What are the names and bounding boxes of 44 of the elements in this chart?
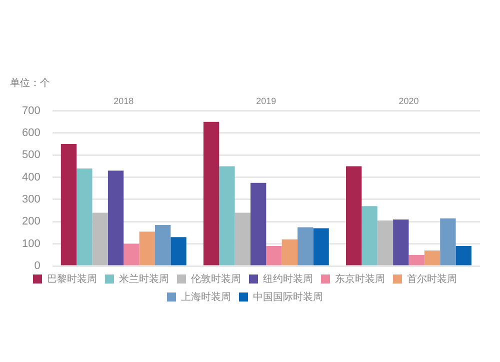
- bar: [139, 232, 155, 266]
- bar: [266, 246, 282, 266]
- legend-label: 上海时装周: [181, 290, 231, 303]
- y-tick-label: 500: [22, 149, 40, 162]
- bar: [346, 166, 362, 266]
- x-tick-label: 2019: [256, 96, 276, 106]
- bar: [440, 218, 456, 266]
- bar: [456, 246, 472, 266]
- bar: [424, 250, 440, 266]
- bar: [170, 237, 186, 266]
- y-tick-label: 200: [22, 216, 40, 228]
- bar: [234, 212, 250, 266]
- bar: [282, 239, 298, 266]
- bar: [408, 254, 424, 266]
- bar: [313, 228, 329, 266]
- y-tick-label: 0: [34, 260, 40, 272]
- bar: [203, 122, 220, 266]
- y-axis-title: 单位：个: [10, 76, 50, 89]
- bar: [60, 144, 77, 266]
- legend-label: 首尔时装周: [407, 272, 457, 285]
- bar: [377, 220, 394, 266]
- y-tick-label: 100: [22, 238, 40, 250]
- bar: [219, 166, 235, 266]
- bar: [154, 224, 171, 266]
- bar: [362, 206, 378, 266]
- x-tick-label: 2018: [114, 96, 134, 106]
- y-tick-label: 300: [22, 194, 40, 206]
- bar: [250, 182, 266, 266]
- bar: [298, 227, 314, 266]
- legend-label: 中国国际时装周: [253, 290, 323, 303]
- legend-label: 纽约时装周: [263, 272, 313, 285]
- bar: [92, 212, 108, 266]
- x-tick-label: 2020: [398, 96, 419, 106]
- bar: [76, 168, 92, 266]
- legend-label: 巴黎时装周: [47, 272, 97, 285]
- y-tick-label: 400: [22, 171, 40, 184]
- legend-label: 伦敦时装周: [191, 272, 241, 285]
- bar: [108, 170, 124, 266]
- legend-label: 米兰时装周: [119, 272, 169, 285]
- bar: [124, 244, 140, 266]
- y-tick-label: 600: [22, 127, 40, 140]
- bar: [393, 219, 409, 266]
- legend-label: 东京时装周: [335, 272, 385, 285]
- y-tick-label: 700: [22, 104, 40, 117]
